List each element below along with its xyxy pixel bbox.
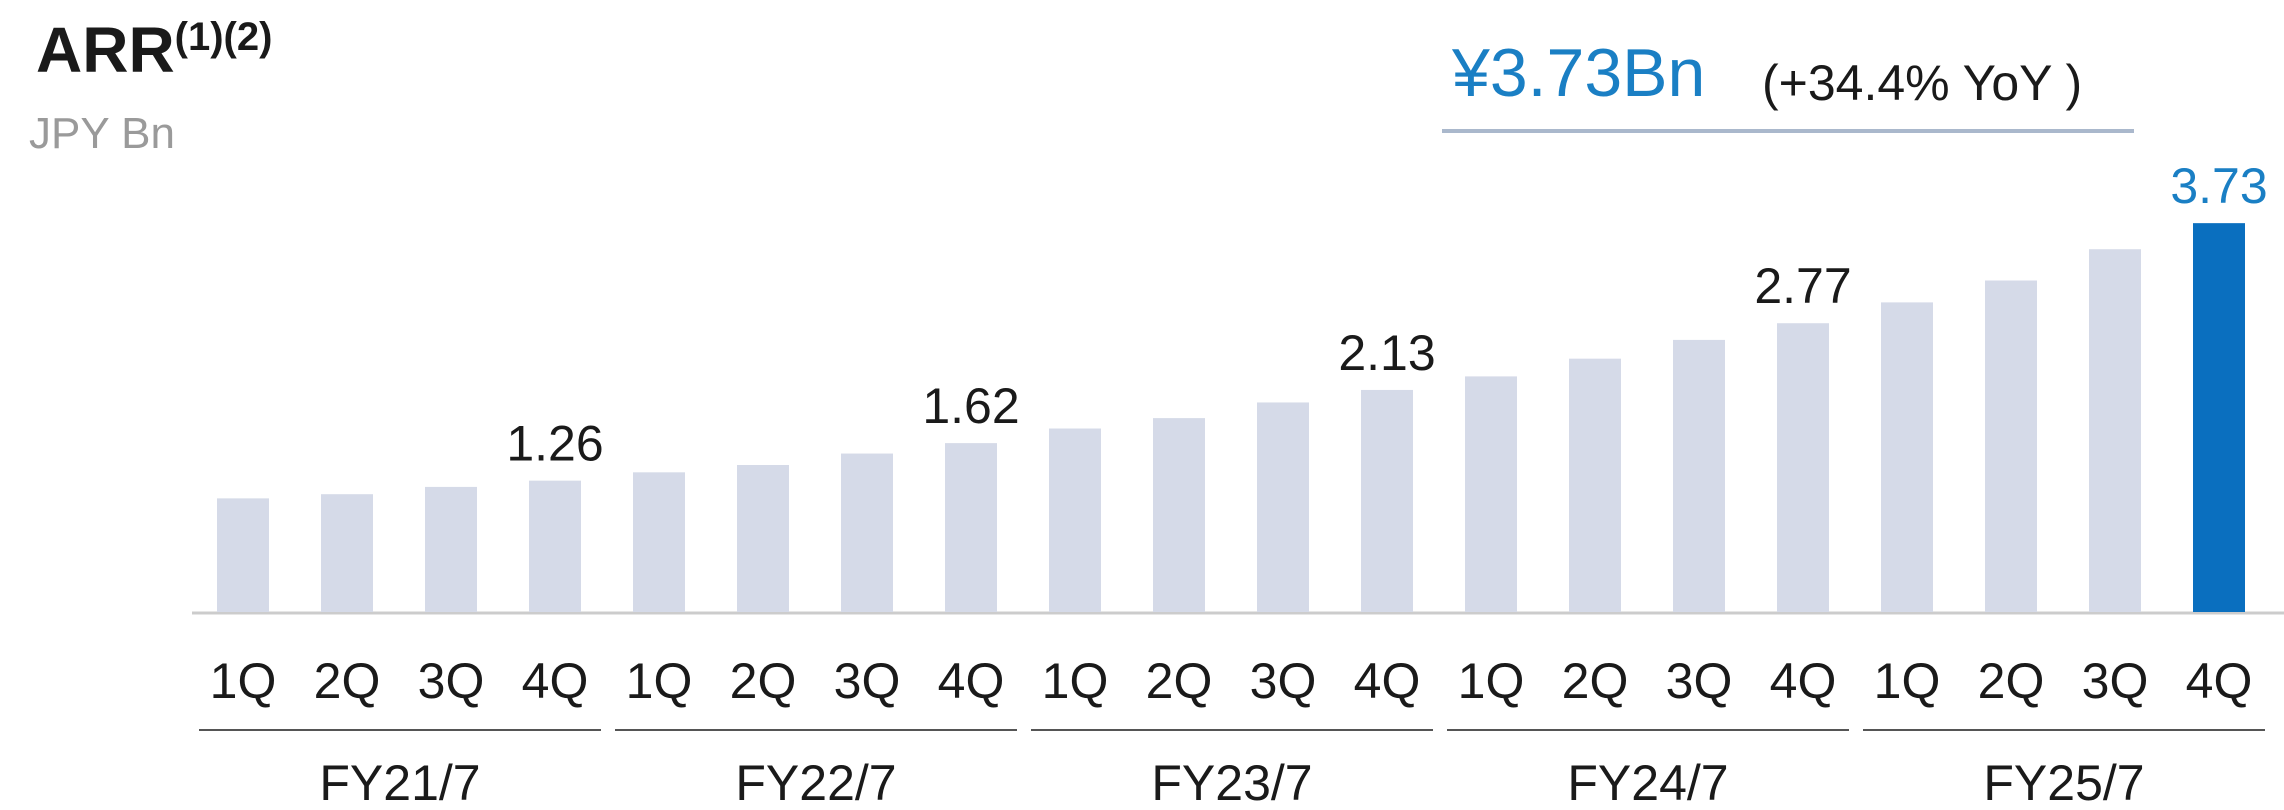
title-main: ARR — [36, 14, 175, 86]
x-tick-label: 1Q — [1458, 653, 1525, 709]
callout-value: ¥3.73Bn — [1451, 35, 1705, 111]
bar — [2089, 249, 2141, 612]
x-tick-label: 3Q — [1250, 653, 1317, 709]
bar — [2193, 223, 2245, 612]
bar — [1257, 402, 1309, 612]
x-tick-label: 1Q — [1874, 653, 1941, 709]
bar — [1049, 428, 1101, 612]
data-label: 1.62 — [922, 378, 1019, 434]
bar — [737, 465, 789, 612]
x-tick-label: 2Q — [314, 653, 381, 709]
bar — [945, 443, 997, 612]
bar — [1569, 358, 1621, 612]
x-tick-label: 2Q — [1146, 653, 1213, 709]
group-label: FY21/7 — [319, 755, 480, 810]
x-tick-label: 3Q — [418, 653, 485, 709]
bar — [425, 486, 477, 612]
x-tick-label: 1Q — [210, 653, 277, 709]
x-tick-label: 2Q — [1978, 653, 2045, 709]
data-label: 2.13 — [1338, 325, 1435, 381]
bar — [633, 472, 685, 612]
bar — [217, 498, 269, 612]
group-label: FY24/7 — [1567, 755, 1728, 810]
x-tick-label: 4Q — [938, 653, 1005, 709]
x-tick-label: 2Q — [1562, 653, 1629, 709]
x-tick-label: 1Q — [626, 653, 693, 709]
x-tick-label: 4Q — [522, 653, 589, 709]
group-label: FY23/7 — [1151, 755, 1312, 810]
bar — [321, 494, 373, 612]
bar — [1985, 280, 2037, 612]
title-superscript: (1)(2) — [175, 15, 273, 59]
data-label: 1.26 — [506, 416, 603, 472]
bar — [529, 480, 581, 612]
x-tick-label: 4Q — [1770, 653, 1837, 709]
bar — [841, 453, 893, 612]
subtitle: JPY Bn — [29, 109, 175, 158]
callout-change: (+34.4% YoY ) — [1762, 55, 2082, 111]
bar — [1673, 339, 1725, 612]
bar — [1361, 389, 1413, 612]
bar — [1153, 418, 1205, 612]
bar — [1465, 376, 1517, 612]
bar — [1881, 302, 1933, 612]
group-label: FY25/7 — [1983, 755, 2144, 810]
x-tick-label: 2Q — [730, 653, 797, 709]
x-tick-label: 4Q — [2186, 653, 2253, 709]
group-label: FY22/7 — [735, 755, 896, 810]
data-label: 3.73 — [2170, 158, 2267, 214]
x-tick-label: 1Q — [1042, 653, 1109, 709]
bar — [1777, 323, 1829, 612]
data-label: 2.77 — [1754, 258, 1851, 314]
x-tick-label: 3Q — [834, 653, 901, 709]
x-tick-label: 3Q — [1666, 653, 1733, 709]
x-tick-label: 4Q — [1354, 653, 1421, 709]
x-tick-label: 3Q — [2082, 653, 2149, 709]
chart-title: ARR(1)(2) — [36, 14, 272, 86]
